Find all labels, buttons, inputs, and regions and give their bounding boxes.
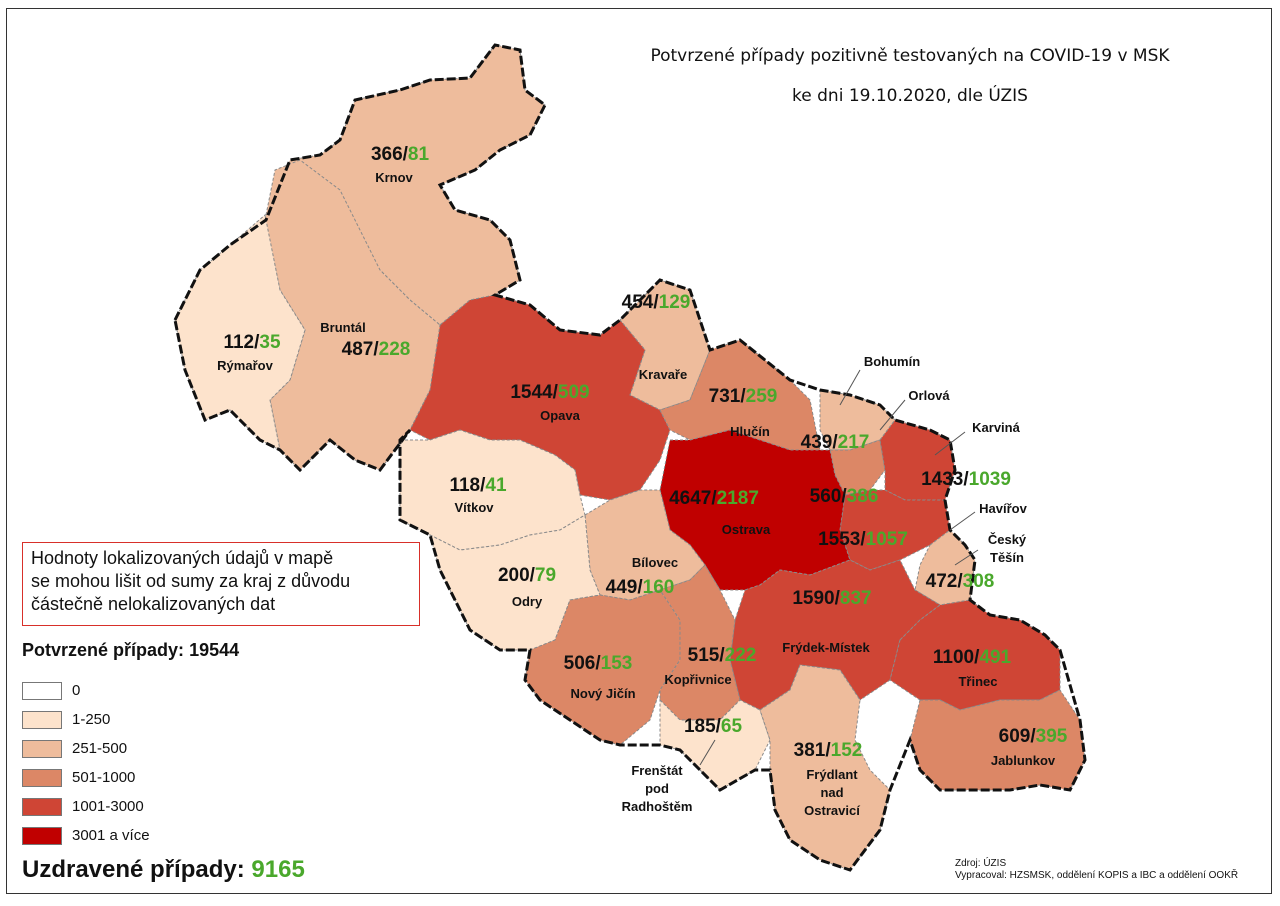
legend-item: 0 — [22, 676, 150, 705]
map-frame — [6, 8, 1272, 894]
label-hlucin-counts: 731/259 — [709, 386, 778, 407]
leader-lines — [699, 369, 979, 766]
legend-label: 0 — [72, 682, 81, 699]
legend-label: 501-1000 — [72, 769, 136, 786]
legend-item: 3001 a více — [22, 821, 150, 850]
label-rymarov: Rýmařov — [217, 358, 273, 373]
label-koprivnice-counts: 515/222 — [688, 645, 757, 666]
label-bohumin: Bohumín — [864, 354, 920, 369]
legend-swatch — [22, 768, 62, 787]
district-krnov[interactable] — [265, 44, 546, 326]
legend-swatch — [22, 739, 62, 758]
label-frydek-mistek-counts: 1590/837 — [792, 588, 871, 609]
note-line-1: Hodnoty lokalizovaných údajů v mapě — [31, 548, 334, 568]
label-jablunkov: Jablunkov — [991, 753, 1056, 768]
source-credits: Zdroj: ÚZIS Vypracoval: HZSMSK, oddělení… — [955, 858, 1238, 882]
label-frenstat-1: Frenštát — [631, 763, 683, 778]
label-frydlant-3: Ostravicí — [804, 803, 860, 818]
legend-label: 1001-3000 — [72, 798, 144, 815]
label-trinec-counts: 1100/491 — [933, 647, 1012, 668]
legend-swatch — [22, 826, 62, 845]
label-vitkov-counts: 118/41 — [449, 475, 507, 496]
label-frydek-mistek: Frýdek-Místek — [782, 640, 870, 655]
legend-item: 1001-3000 — [22, 792, 150, 821]
label-bilovec-counts: 449/160 — [606, 577, 675, 598]
label-novy-jicin: Nový Jičín — [570, 686, 635, 701]
district-karvina[interactable] — [879, 419, 956, 501]
legend-item: 501-1000 — [22, 763, 150, 792]
legend-swatch — [22, 681, 62, 700]
legend-item: 251-500 — [22, 734, 150, 763]
legend-label: 251-500 — [72, 740, 128, 757]
recovered-value: 9165 — [251, 856, 305, 883]
region-boundary — [173, 43, 1087, 872]
label-cesky-tesin-2: Těšín — [990, 550, 1024, 565]
label-karvina-counts: 1433/1039 — [921, 469, 1011, 490]
note-line-3: částečně nelokalizovaných dat — [31, 594, 276, 614]
label-cesky-tesin-counts: 472/308 — [926, 571, 995, 592]
recovered-label: Uzdravené případy: — [22, 856, 245, 883]
label-opava-counts: 1544/509 — [510, 382, 589, 403]
label-krnov: Krnov — [375, 170, 413, 185]
label-cesky-tesin-1: Český — [988, 532, 1027, 547]
legend-label: 1-250 — [72, 711, 111, 728]
label-hlucin: Hlučín — [730, 424, 770, 439]
legend-label: 3001 a více — [72, 827, 150, 844]
label-frenstat-counts: 185/65 — [684, 716, 743, 737]
note-line-2: se mohou lišit od sumy za kraj z důvodu — [31, 571, 351, 591]
label-kravare: Kravaře — [639, 367, 687, 382]
district-frydek-mistek[interactable] — [729, 559, 941, 711]
label-ostrava: Ostrava — [722, 522, 771, 537]
label-krnov-counts: 366/81 — [371, 144, 430, 165]
confirmed-total: Potvrzené případy: 19544 — [22, 640, 239, 661]
label-odry-counts: 200/79 — [498, 565, 556, 586]
label-frydlant-1: Frýdlant — [806, 767, 858, 782]
label-karvina: Karviná — [972, 420, 1020, 435]
label-koprivnice: Kopřivnice — [664, 672, 731, 687]
map-title-line1: Potvrzené případy pozitivně testovaných … — [650, 46, 1170, 66]
label-bilovec: Bílovec — [632, 555, 678, 570]
legend: 0 1-250 251-500 501-1000 1001-3000 3001 … — [22, 676, 150, 850]
label-odry: Odry — [512, 594, 543, 609]
confirmed-value: 19544 — [189, 640, 240, 660]
label-ostrava-counts: 4647/2187 — [669, 488, 759, 509]
label-rymarov-counts: 112/35 — [223, 332, 281, 353]
label-novy-jicin-counts: 506/153 — [564, 653, 633, 674]
label-opava: Opava — [540, 408, 581, 423]
label-jablunkov-counts: 609/395 — [999, 726, 1068, 747]
label-bruntal: Bruntál — [320, 320, 366, 335]
legend-swatch — [22, 710, 62, 729]
label-kravare-counts: 454/129 — [622, 292, 691, 313]
source-line-1: Zdroj: ÚZIS — [955, 858, 1007, 869]
label-orlova-counts: 560/386 — [810, 486, 879, 507]
label-frydlant-2: nad — [820, 785, 843, 800]
legend-item: 1-250 — [22, 705, 150, 734]
label-frenstat-3: Radhoštěm — [622, 799, 693, 814]
label-frydlant-counts: 381/152 — [794, 740, 863, 761]
label-havirov-counts: 1553/1057 — [818, 529, 908, 550]
label-vitkov: Vítkov — [454, 500, 494, 515]
label-frenstat-2: pod — [645, 781, 669, 796]
label-havirov: Havířov — [979, 501, 1027, 516]
district-ostrava[interactable] — [659, 429, 851, 591]
district-orlova[interactable] — [829, 439, 886, 496]
district-frenstat[interactable] — [659, 698, 771, 791]
source-line-2: Vypracoval: HZSMSK, oddělení KOPIS a IBC… — [955, 870, 1239, 881]
label-bruntal-counts: 487/228 — [342, 339, 411, 360]
label-orlova: Orlová — [908, 388, 950, 403]
label-bohumin-counts: 439/217 — [801, 432, 870, 453]
legend-swatch — [22, 797, 62, 816]
district-labels: 366/81 Krnov Bruntál 487/228 112/35 Rýma… — [217, 144, 1068, 818]
label-trinec: Třinec — [958, 674, 997, 689]
map-title-line2: ke dni 19.10.2020, dle ÚZIS — [792, 86, 1028, 106]
disclaimer-note: Hodnoty lokalizovaných údajů v mapě se m… — [22, 542, 420, 626]
confirmed-label: Potvrzené případy: — [22, 640, 185, 660]
recovered-total: Uzdravené případy: 9165 — [22, 856, 305, 884]
